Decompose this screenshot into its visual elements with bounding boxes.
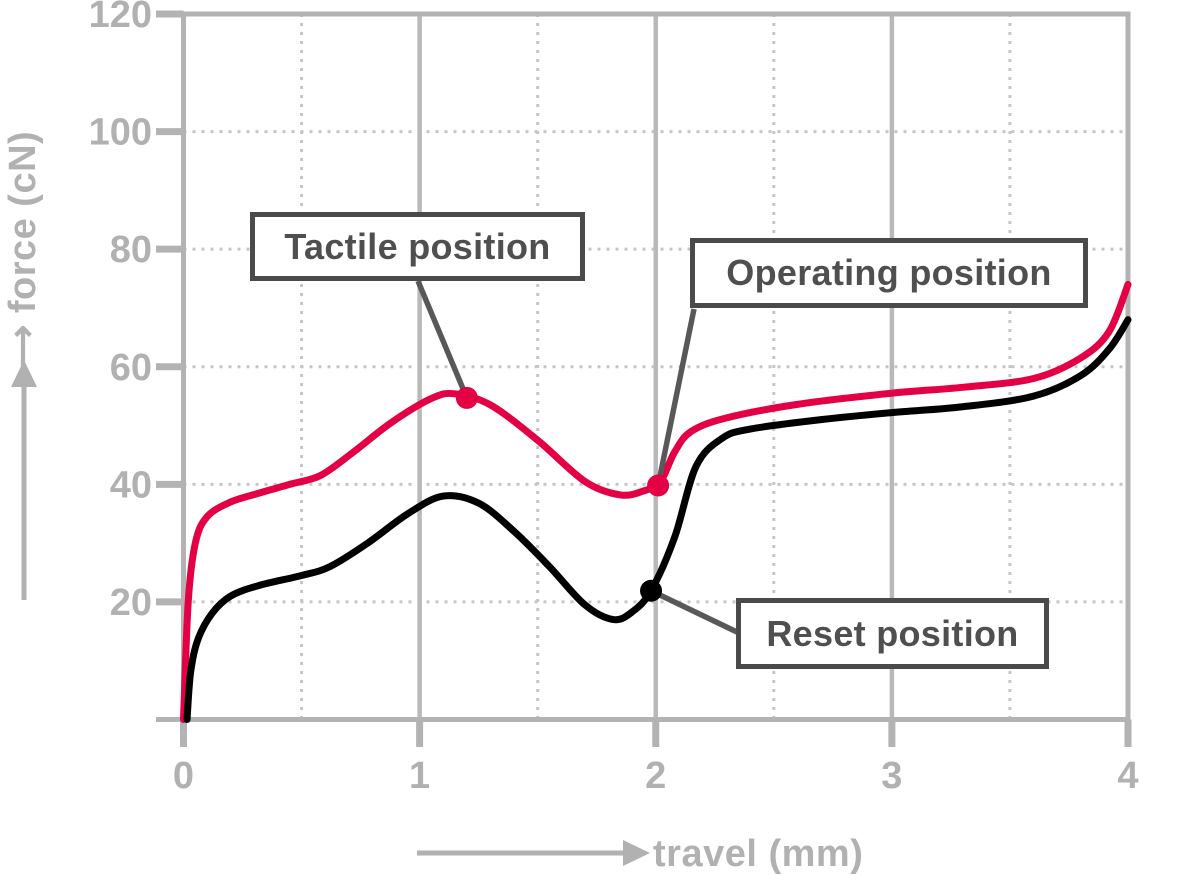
series-curve-0 — [180, 280, 1132, 723]
x-tick-label-4: 4 — [1117, 755, 1138, 797]
marker-dot-operating-position — [647, 474, 670, 497]
y-axis-title: ⟶ force (cN) — [0, 95, 48, 415]
y-tick-label-80: 80 — [110, 229, 152, 271]
x-tick-label-0: 0 — [173, 755, 194, 797]
callout-reset-position: Reset position — [736, 598, 1049, 669]
leader-line-2 — [649, 588, 741, 636]
y-axis-arrow-glyph: ⟶ — [2, 313, 44, 380]
y-tick-label-120: 120 — [89, 0, 152, 36]
callout-label: Operating position — [726, 252, 1052, 293]
y-tick-label-100: 100 — [89, 112, 152, 154]
x-axis-title-text: travel (mm) — [653, 833, 864, 875]
callout-label: Reset position — [766, 612, 1019, 654]
x-tick-label-2: 2 — [645, 755, 666, 797]
x-axis-title: travel (mm) — [653, 833, 863, 875]
y-axis-arrow-head-icon — [11, 360, 37, 387]
x-tick-label-1: 1 — [409, 755, 430, 797]
series-curve-1 — [183, 316, 1132, 723]
marker-dot-reset-position — [640, 579, 663, 602]
y-tick-label-40: 40 — [110, 464, 152, 506]
callout-label: Tactile position — [284, 225, 551, 267]
leader-line-1 — [655, 308, 697, 487]
callout-operating-position: Operating position — [690, 238, 1088, 308]
callout-tactile-position: Tactile position — [250, 212, 585, 281]
x-tick-label-3: 3 — [881, 755, 902, 797]
leader-line-0 — [415, 279, 470, 399]
x-axis-arrow-head-icon — [623, 840, 650, 866]
marker-dot-tactile-position — [455, 386, 478, 409]
y-axis-title-text: force (cN) — [2, 130, 44, 314]
y-tick-label-60: 60 — [110, 347, 152, 389]
y-tick-label-20: 20 — [110, 582, 152, 624]
